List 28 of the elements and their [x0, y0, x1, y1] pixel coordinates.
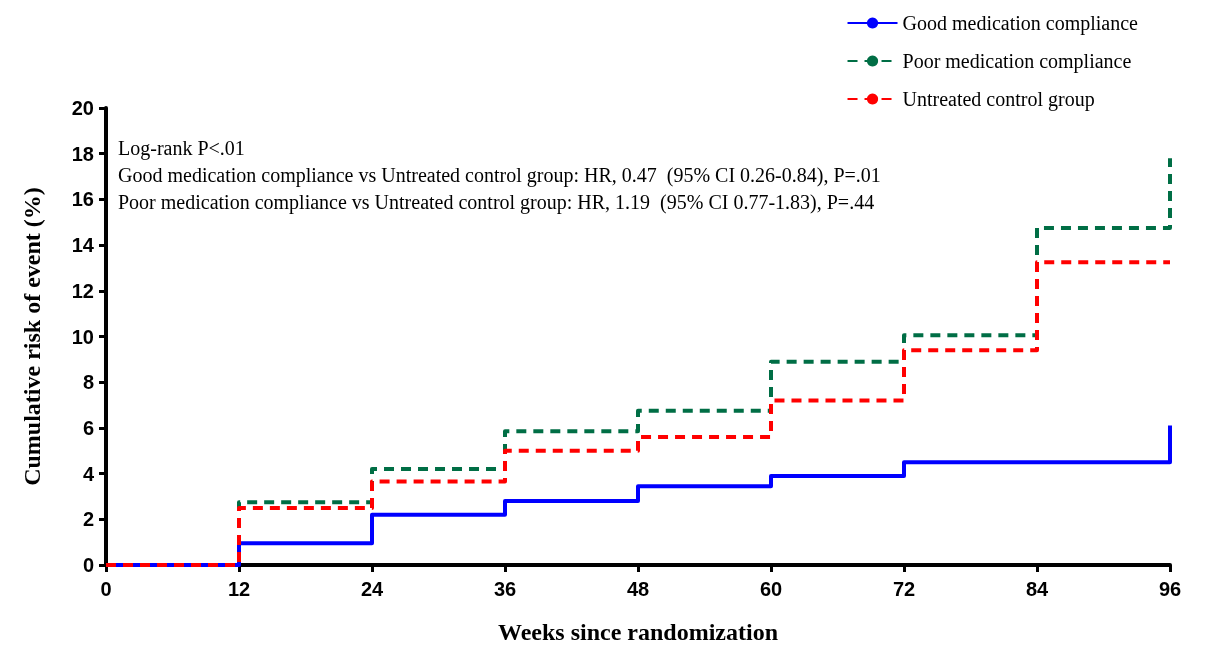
annotation: Poor medication compliance vs Untreated control group: HR, 1.19 (95% CI 0.77-1.83), P=.44 [118, 191, 875, 214]
y-tick-label: 8 [82, 371, 94, 394]
x-tick-label: 48 [626, 578, 650, 600]
y-tick-label: 14 [71, 234, 95, 257]
y-tick-label: 10 [71, 325, 94, 348]
y-tick-label: 2 [82, 508, 94, 531]
y-tick-label: 4 [82, 462, 95, 485]
legend-label: Untreated control group [902, 88, 1095, 111]
x-tick-label: 60 [759, 578, 783, 600]
y-tick-label: 20 [71, 97, 94, 119]
x-tick-label: 0 [100, 578, 112, 600]
y-axis-title: Cumulative risk of event (%) [19, 187, 45, 486]
y-tick-label: 18 [71, 142, 94, 165]
x-tick-label: 84 [1025, 578, 1049, 600]
annotation: Good medication compliance vs Untreated control group: HR, 0.47 (95% CI 0.26-0.84), P=.01 [118, 164, 881, 187]
annotation: Log-rank P<.01 [118, 137, 245, 160]
x-tick-label: 24 [360, 578, 384, 600]
x-tick-label: 12 [227, 578, 251, 600]
x-tick-label: 72 [892, 578, 916, 600]
x-tick-label: 96 [1158, 578, 1182, 600]
legend-label: Poor medication compliance [902, 50, 1132, 73]
y-tick-label: 16 [71, 188, 94, 211]
x-axis-title: Weeks since randomization [498, 619, 778, 645]
y-tick-label: 0 [82, 554, 94, 576]
y-tick-label: 12 [71, 279, 94, 302]
x-tick-label: 36 [493, 578, 517, 600]
y-tick-label: 6 [82, 416, 94, 439]
legend-label: Good medication compliance [902, 12, 1139, 35]
